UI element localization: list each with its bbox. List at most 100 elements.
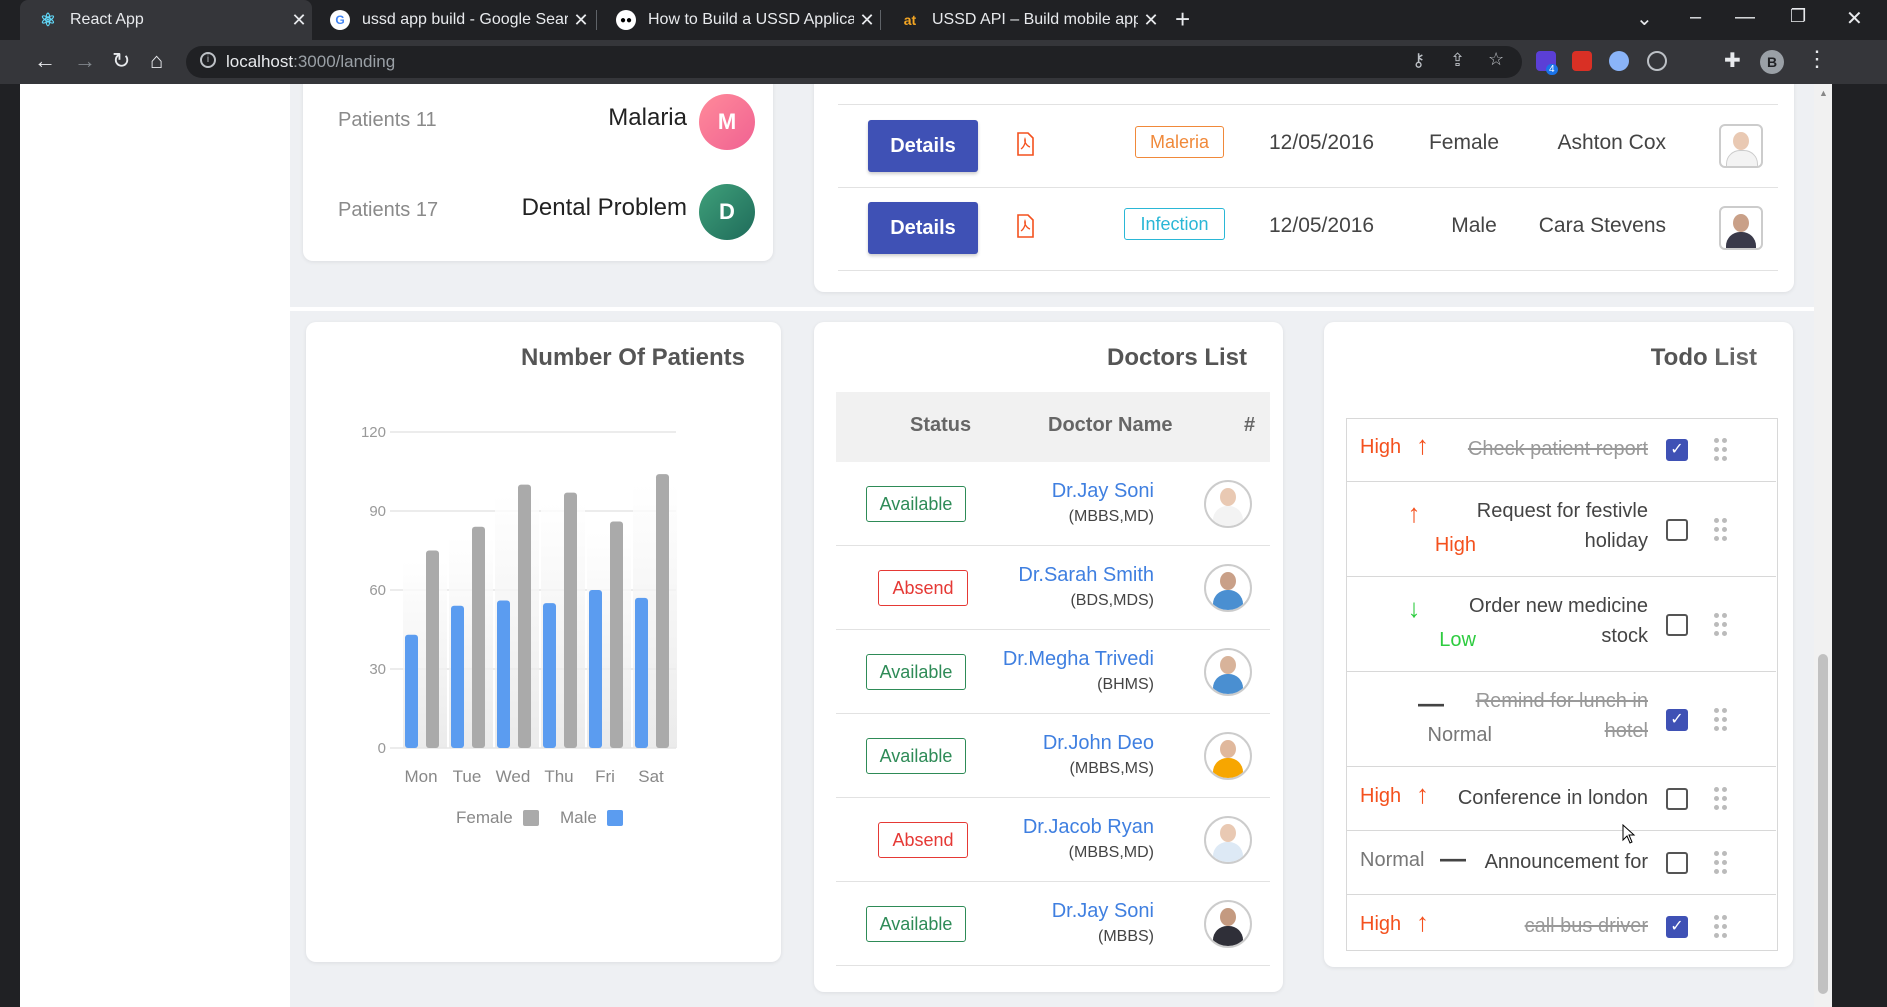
close-icon[interactable]: ✕	[859, 9, 875, 30]
bar-male	[405, 634, 418, 748]
avatar[interactable]: B	[1760, 50, 1784, 74]
x-tick-label: Fri	[595, 767, 615, 786]
x-tick-label: Sat	[638, 767, 664, 786]
row-divider	[838, 187, 1778, 188]
checkbox[interactable]	[1666, 788, 1688, 810]
doctor-row: Absend Dr.Sarah Smith (BDS,MDS)	[814, 546, 1283, 630]
doctor-row: Available Dr.Jay Soni (MBBS,MD)	[814, 462, 1283, 546]
main-content: Patients 11 Malaria M Patients 17 Dental…	[290, 84, 1814, 1007]
bar-male	[635, 597, 648, 748]
home-icon[interactable]: ⌂	[150, 48, 164, 73]
tab-ussd-article[interactable]: ●● How to Build a USSD Application ✕	[598, 0, 880, 40]
extension-icon[interactable]	[1572, 51, 1592, 71]
forward-icon[interactable]: →	[74, 48, 96, 73]
scrollbar-thumb[interactable]	[1818, 654, 1828, 994]
doctor-degree: (MBBS,MD)	[1068, 508, 1154, 525]
url-text[interactable]: localhost:3000/landing	[226, 52, 395, 72]
patients-count: Patients 17	[338, 199, 439, 221]
priority-label: High	[1360, 913, 1402, 935]
close-icon[interactable]: ✕	[291, 9, 307, 30]
extension-icon[interactable]	[1609, 51, 1629, 71]
checkbox-checked[interactable]: ✓	[1666, 708, 1688, 731]
details-button[interactable]: Details	[868, 202, 978, 254]
bar-male	[589, 590, 602, 748]
drag-handle-icon[interactable]	[1714, 707, 1728, 732]
tab-title: USSD API – Build mobile apps ac	[932, 11, 1138, 28]
todo-item[interactable]: — Normal Remind for lunch in hotel ✓	[1346, 672, 1776, 767]
close-icon[interactable]: ✕	[573, 9, 589, 30]
drag-handle-icon[interactable]	[1714, 787, 1728, 811]
browser-toolbar: ← → ↻ ⌂ i localhost:3000/landing ⚷ ⇪ ☆ 4…	[0, 40, 1887, 84]
puzzle-icon[interactable]: ✚	[1724, 50, 1741, 72]
chevron-down-icon[interactable]: ⌄	[1636, 8, 1653, 30]
gender-cell: Male	[1451, 214, 1497, 237]
checkbox[interactable]	[1666, 852, 1688, 874]
drag-handle-icon[interactable]	[1714, 851, 1728, 875]
drag-handle-icon[interactable]	[1714, 915, 1728, 939]
details-button[interactable]: Details	[868, 120, 978, 172]
close-icon[interactable]: ✕	[1143, 9, 1159, 30]
todo-item[interactable]: High ↑ call bus driver ✓	[1346, 895, 1776, 959]
doctor-avatar	[1204, 816, 1252, 864]
pdf-icon[interactable]	[1016, 132, 1034, 156]
back-icon[interactable]: ←	[34, 48, 56, 73]
more-menu-icon[interactable]: ⋮	[1806, 46, 1828, 71]
key-icon[interactable]: ⚷	[1412, 50, 1426, 70]
doctor-name[interactable]: Dr.Megha Trivedi	[1002, 648, 1154, 670]
drag-handle-icon[interactable]	[1714, 438, 1728, 462]
checkbox-checked[interactable]: ✓	[1666, 916, 1688, 938]
new-tab-icon[interactable]: +	[1175, 4, 1191, 34]
patient-avatar	[1719, 206, 1763, 250]
site-info-icon[interactable]: i	[200, 52, 216, 68]
row-divider	[1346, 830, 1776, 831]
address-bar[interactable]: i localhost:3000/landing ⚷ ⇪ ☆	[186, 46, 1522, 78]
doctor-degree: (MBBS)	[1098, 928, 1154, 945]
row-divider	[1346, 894, 1776, 895]
column-header-doctor-name: Doctor Name	[1048, 414, 1173, 436]
doctor-name[interactable]: Dr.John Deo	[1042, 732, 1154, 754]
window-collapse-icon[interactable]: ‒	[1690, 6, 1702, 28]
todo-item[interactable]: ↓ Low Order new medicine stock	[1346, 577, 1776, 672]
task-text: Request for festivle holiday	[1436, 496, 1648, 556]
task-line: Check patient report	[1467, 438, 1648, 460]
minimize-icon[interactable]: —	[1735, 6, 1755, 28]
doctor-name[interactable]: Dr.Jay Soni	[1051, 900, 1154, 922]
disease-name: Dental Problem	[521, 194, 687, 221]
google-icon: G	[330, 10, 350, 30]
reload-icon[interactable]: ↻	[112, 48, 131, 73]
restore-icon[interactable]: ❐	[1790, 6, 1807, 26]
todo-title: Todo List	[1651, 344, 1757, 372]
doctor-name[interactable]: Dr.Sarah Smith	[1018, 564, 1154, 586]
scroll-up-icon[interactable]: ▲	[1819, 88, 1828, 98]
url-path: :3000/landing	[293, 52, 396, 71]
doctor-name[interactable]: Dr.Jay Soni	[1051, 480, 1154, 502]
arrow-up-icon: ↑	[1416, 430, 1429, 460]
todo-item[interactable]: Normal — Announcement for	[1346, 831, 1776, 895]
drag-handle-icon[interactable]	[1714, 517, 1728, 542]
browser-tab-strip: ⚛ React App ✕ G ussd app build - Google …	[0, 0, 1887, 40]
disease-name: Malaria	[608, 104, 687, 131]
table-header: Status Doctor Name #	[836, 392, 1270, 462]
status-badge: Available	[866, 486, 966, 522]
todo-item[interactable]: High ↑ Conference in london	[1346, 767, 1776, 831]
tab-google-search[interactable]: G ussd app build - Google Search ✕	[312, 0, 594, 40]
doctor-name[interactable]: Dr.Jacob Ryan	[1022, 816, 1154, 838]
pdf-icon[interactable]	[1016, 214, 1034, 238]
todo-item[interactable]: ↑ High Request for festivle holiday	[1346, 482, 1776, 577]
drag-handle-icon[interactable]	[1714, 612, 1728, 637]
disease-avatar: M	[699, 94, 755, 150]
share-icon[interactable]: ⇪	[1450, 50, 1466, 70]
checkbox[interactable]	[1666, 613, 1688, 636]
bar-female	[610, 521, 623, 748]
scrollbar[interactable]: ▲	[1814, 84, 1832, 1007]
task-line: hotel	[1604, 720, 1648, 742]
tab-ussd-api[interactable]: at USSD API – Build mobile apps ac ✕	[882, 0, 1164, 40]
tab-react-app[interactable]: ⚛ React App ✕	[20, 0, 312, 40]
checkbox[interactable]	[1666, 518, 1688, 541]
extension-icon[interactable]	[1647, 51, 1667, 71]
page-viewport: Patients 11 Malaria M Patients 17 Dental…	[0, 84, 1887, 1007]
checkbox-checked[interactable]: ✓	[1666, 439, 1688, 461]
star-icon[interactable]: ☆	[1488, 49, 1505, 69]
close-window-icon[interactable]: ✕	[1846, 8, 1863, 30]
todo-item[interactable]: High ↑ Check patient report ✓	[1346, 418, 1776, 482]
